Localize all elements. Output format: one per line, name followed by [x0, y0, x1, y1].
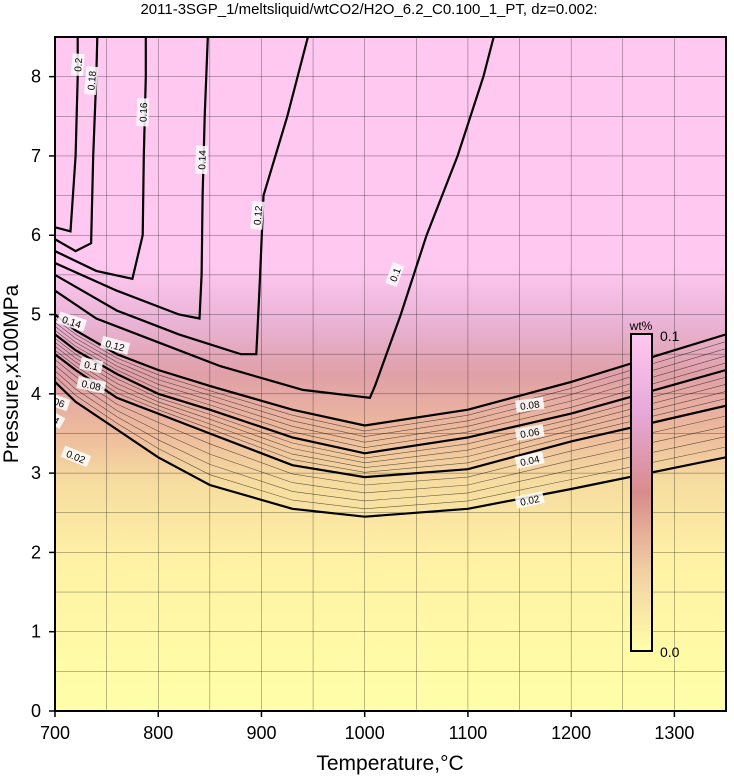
contour-label: 0.1	[385, 262, 405, 287]
contour-label: 0.02	[514, 491, 545, 509]
contour-label: 0.2	[70, 53, 85, 77]
contour-label: 0.08	[76, 376, 107, 394]
contour-label-text: 0.04	[38, 408, 61, 427]
contour-label: 0.12	[100, 335, 131, 355]
contour-label-bg	[250, 200, 265, 230]
contour-label-text: 0.2	[3, 168, 15, 183]
x-tick-label: 1300	[654, 723, 694, 743]
x-tick-label: 800	[143, 723, 173, 743]
y-tick-label: 0	[31, 701, 41, 721]
contour-label-text: 0.08	[80, 379, 102, 394]
contour-minor-line	[55, 365, 726, 494]
contour-minor-line	[55, 376, 726, 510]
colorbar-max-label: 0.1	[660, 328, 680, 344]
contour-label: 0.04	[514, 451, 545, 470]
contour-label: 0.2	[1, 164, 16, 187]
y-tick-label: 1	[31, 622, 41, 642]
contour-label: 0.08	[515, 396, 545, 413]
contour-label-text: 0.02	[519, 494, 541, 509]
contour-label: 0.16	[136, 98, 150, 127]
contour-line-0-12	[55, 37, 309, 356]
contour-label-bg	[514, 491, 545, 509]
chart-title: 2011-3SGP_1/meltsliquid/wtCO2/H2O_6.2_C0…	[140, 1, 597, 18]
contour-minor-line	[55, 370, 726, 502]
contour-label-text: 0.06	[519, 427, 541, 441]
x-axis-title: Temperature,°C	[316, 752, 463, 775]
contour-label-bg	[56, 311, 87, 332]
contour-label-text: 0.06	[44, 394, 66, 411]
contour-minor-line	[55, 326, 726, 443]
contour-label-bg	[70, 53, 85, 77]
contour-label-text: 0.14	[197, 150, 209, 170]
contour-label-text: 0.2	[73, 57, 85, 72]
contour-label: 0.12	[250, 200, 266, 230]
contour-line-0-16	[55, 37, 147, 281]
contour-minor-line	[55, 330, 726, 449]
contour-label-text: 0.16	[138, 102, 150, 122]
y-tick-label: 7	[31, 146, 41, 166]
colorbar-min-label: 0.0	[660, 644, 680, 660]
contour-label-bg	[1, 164, 15, 187]
contour-label-bg	[514, 424, 545, 441]
contour-label-text: 0.04	[519, 454, 541, 469]
contour-label-bg	[136, 98, 150, 127]
contour-line-0-1	[55, 37, 495, 399]
plot-frame	[54, 36, 727, 712]
y-tick-label: 3	[31, 463, 41, 483]
contour-label: 0.06	[514, 424, 545, 441]
x-tick-label: 1200	[551, 723, 591, 743]
colorbar-title: wt%	[629, 319, 653, 333]
x-tick-label: 900	[246, 723, 276, 743]
y-tick-label: 5	[31, 305, 41, 325]
contour-label-text: 0.08	[520, 399, 541, 413]
contour-line-0-08	[55, 313, 726, 427]
contour-label-bg	[100, 335, 131, 355]
contour-label-bg	[79, 356, 104, 374]
colorbar: wt% 0.1 0.0	[629, 319, 680, 660]
contour-label: 0.14	[195, 145, 209, 175]
y-tick-label: 4	[31, 384, 41, 404]
contour-label: 0.16	[37, 264, 52, 293]
contour-label-bg	[60, 445, 92, 468]
contour-label: 0.04	[38, 404, 66, 429]
contour-label-bg	[514, 451, 545, 470]
contour-label-text: 0.16	[39, 268, 52, 289]
y-tick-label: 2	[31, 542, 41, 562]
contour-label-text: 0.1	[389, 266, 404, 283]
contour-label-text: 0.18	[86, 70, 99, 91]
contour-label-bg	[515, 396, 545, 413]
contour-label: 0.1	[79, 356, 104, 374]
contour-label-text: 0.12	[253, 205, 266, 226]
plot-area: 0.020.020.040.040.060.060.080.080.10.10.…	[1, 37, 726, 711]
grid	[55, 37, 726, 711]
contour-minor-line	[55, 349, 726, 473]
contour-label-bg	[37, 264, 51, 293]
contour-label-bg	[76, 376, 107, 394]
contour-label-bg	[55, 404, 66, 429]
y-axis-title: Pressure,x100MPa	[0, 284, 23, 463]
x-tick-label: 1000	[345, 723, 385, 743]
y-tick-label: 6	[31, 225, 41, 245]
contour-label-text: 0.18	[21, 205, 34, 226]
contour-minor-line	[55, 345, 726, 468]
colorbar-scale	[630, 333, 653, 652]
x-axis: 700 800 900 1000 1100 1200 1300	[40, 711, 694, 743]
contour-label-bg	[84, 66, 99, 95]
contour-line-0-14	[55, 37, 209, 320]
contour-labels: 0.020.020.040.040.060.060.080.080.10.10.…	[1, 53, 545, 509]
y-tick-label: 8	[31, 67, 41, 87]
x-tick-label: 700	[40, 723, 70, 743]
contour-label-bg	[385, 262, 405, 287]
heatmap-background	[55, 37, 726, 711]
contour-label-bg	[195, 145, 209, 175]
contour-label-text: 0.1	[83, 360, 99, 374]
contour-label-text: 0.12	[104, 339, 126, 355]
y-axis: 0 1 2 3 4 5 6 7 8	[31, 67, 55, 721]
contour-label: 0.18	[84, 66, 99, 95]
x-tick-label: 1100	[449, 723, 488, 743]
